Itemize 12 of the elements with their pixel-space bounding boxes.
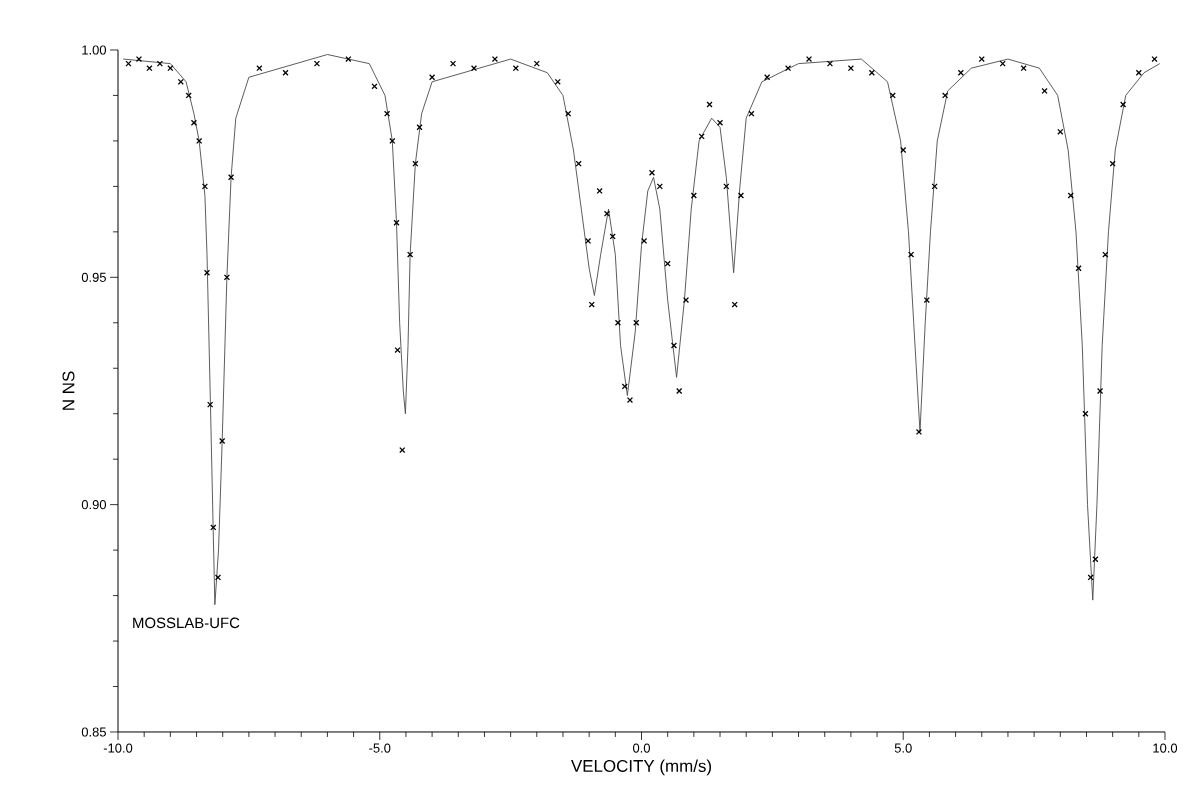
x-tick-label: 10.0 (1153, 743, 1178, 753)
y-tick-label: 0.85 (81, 727, 106, 737)
y-axis-title: N NS (62, 371, 75, 410)
annotation: MOSSLAB-UFC (133, 617, 240, 629)
y-tick-label: 0.90 (81, 500, 107, 510)
x-tick-label: -5.0 (369, 743, 391, 753)
x-axis-title: VELOCITY (mm/s) (571, 759, 712, 776)
x-tick-label: -10.0 (103, 743, 133, 753)
x-tick-label: 0.0 (633, 743, 650, 753)
x-tick-label: 5.0 (894, 743, 912, 753)
y-tick-label: 1.00 (82, 45, 107, 55)
y-tick-label: 0.95 (81, 272, 106, 282)
